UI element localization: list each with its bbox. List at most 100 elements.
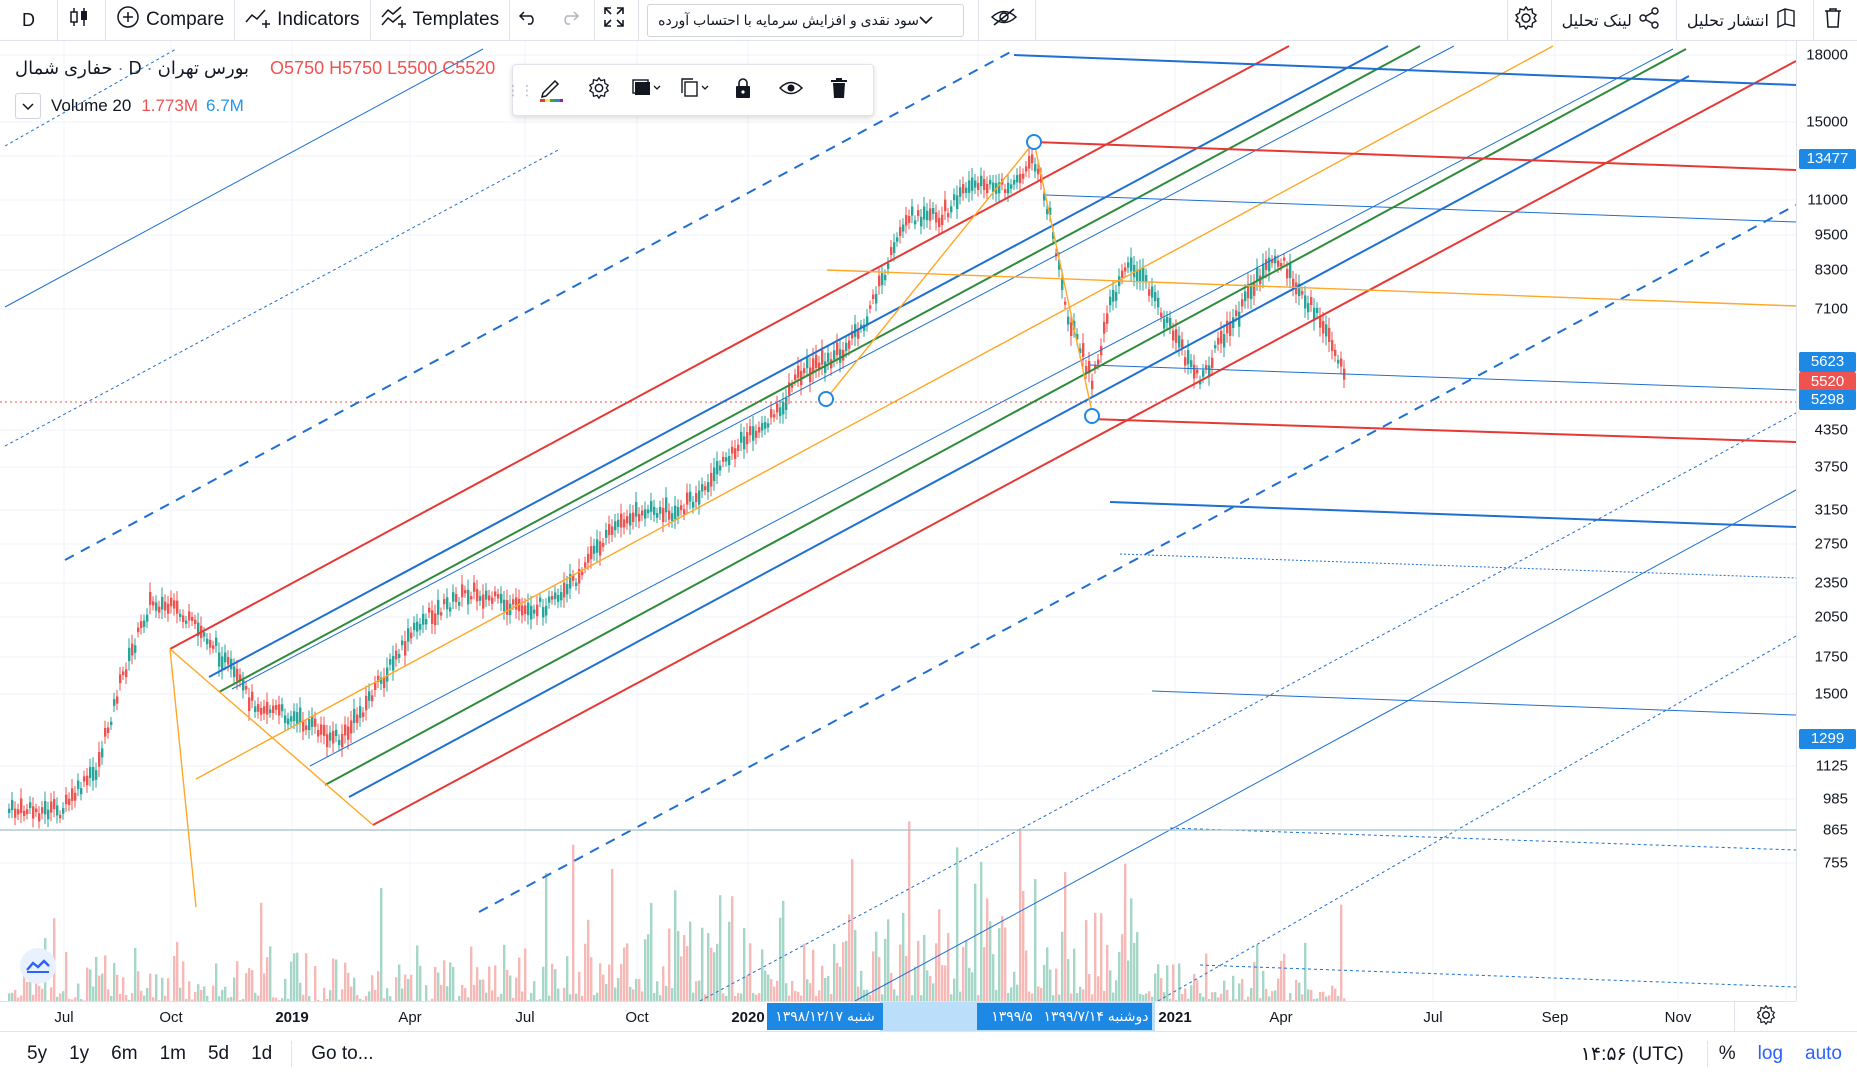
volume-bar: [233, 978, 235, 1001]
anchor-handle-mid[interactable]: [819, 392, 833, 406]
outer-dotted-line-lower[interactable]: [1158, 636, 1796, 1001]
remove-drawing-button[interactable]: [815, 65, 863, 115]
collapse-legend-button[interactable]: [15, 93, 41, 119]
goto-date-button[interactable]: Go to...: [300, 1043, 384, 1065]
dotted-line-mid[interactable]: [5, 149, 560, 446]
dashed-flat-far[interactable]: [1170, 828, 1796, 850]
anchor-handle-bottom[interactable]: [1085, 409, 1099, 423]
blue-channel-lower[interactable]: [349, 76, 1689, 797]
candle-body: [506, 600, 508, 615]
dotted-line-lower[interactable]: [700, 413, 1796, 1001]
auto-scale-toggle[interactable]: auto: [1794, 1043, 1853, 1065]
chart-type-button[interactable]: [58, 0, 106, 41]
delete-all-button[interactable]: [1813, 0, 1857, 41]
candle-body: [632, 513, 634, 522]
orange-handle-line[interactable]: [170, 649, 196, 907]
candle-body: [1019, 174, 1021, 183]
tradingview-logo-icon[interactable]: [20, 948, 56, 984]
volume-bar: [923, 935, 925, 1001]
hide-drawings-button[interactable]: [978, 0, 1036, 41]
dividend-adjust-select[interactable]: سود نقدی و افزایش سرمایه با احتساب آورده: [647, 4, 964, 37]
blue-flat-upper-thin[interactable]: [1046, 195, 1796, 222]
candle-body: [341, 734, 343, 747]
share-link-button[interactable]: لینک تحلیل: [1551, 0, 1676, 41]
drag-handle[interactable]: ⋮⋮: [513, 65, 527, 115]
price-tick-label: 865: [1823, 822, 1848, 839]
range-button-1d[interactable]: 1d: [240, 1043, 283, 1065]
candle-body: [1301, 291, 1303, 294]
candle-body: [263, 706, 265, 713]
candle-body: [347, 727, 349, 740]
pitchfork-drawing[interactable]: [0, 46, 1796, 1001]
candle-body: [1187, 350, 1189, 364]
range-button-1m[interactable]: 1m: [149, 1043, 197, 1065]
anchor-zigzag[interactable]: [826, 142, 1092, 412]
range-button-6m[interactable]: 6m: [100, 1043, 148, 1065]
candle-body: [629, 513, 631, 525]
blue-flat-top[interactable]: [1014, 55, 1796, 85]
chart-drawing[interactable]: [0, 41, 1796, 1001]
blue-flat-bottom[interactable]: [1110, 502, 1796, 527]
red-channel-upper[interactable]: [170, 46, 1289, 649]
candle-body: [71, 788, 73, 800]
outer-blue-line-upper[interactable]: [5, 49, 483, 307]
dashed-channel-lower[interactable]: [479, 205, 1796, 912]
line-color-button[interactable]: [527, 65, 575, 115]
outer-blue-line-lower[interactable]: [855, 490, 1796, 1001]
price-axis[interactable]: 1800015000130001100095008300710043503750…: [1796, 41, 1857, 1001]
candle-body: [623, 519, 625, 527]
settings-button[interactable]: [1507, 0, 1551, 41]
candle-body: [464, 590, 466, 593]
clock-timezone[interactable]: ۱۴:۵۶ (UTC): [1570, 1043, 1695, 1066]
volume-bar: [590, 957, 592, 1001]
symbol-button[interactable]: D: [0, 0, 58, 41]
volume-bar: [1205, 954, 1207, 1001]
templates-button[interactable]: Templates: [371, 0, 511, 41]
green-channel-upper[interactable]: [219, 46, 1420, 692]
blue-flat-lower-thin[interactable]: [1090, 365, 1796, 390]
candle-body: [926, 211, 928, 220]
range-button-5d[interactable]: 5d: [197, 1043, 240, 1065]
candle-body: [638, 514, 640, 522]
log-scale-toggle[interactable]: log: [1747, 1043, 1794, 1065]
publish-button[interactable]: انتشار تحلیل: [1676, 0, 1813, 41]
blue-flat-far[interactable]: [1152, 691, 1796, 715]
time-axis[interactable]: 21NovSepJulApr2021Ju2020OctJulApr2019Oct…: [0, 1001, 1796, 1032]
lock-button[interactable]: [719, 65, 767, 115]
anchor-handle-top[interactable]: [1027, 135, 1041, 149]
volume-bar: [722, 993, 724, 1001]
range-button-1y[interactable]: 1y: [58, 1043, 100, 1065]
symbol-name[interactable]: حفاری شمال: [15, 58, 113, 78]
candle-body: [110, 722, 112, 725]
compare-button[interactable]: Compare: [106, 0, 235, 41]
redo-button[interactable]: [552, 0, 595, 41]
undo-button[interactable]: [510, 0, 552, 41]
clone-dropdown-button[interactable]: [671, 65, 719, 115]
candle-body: [737, 445, 739, 451]
candle-body: [1157, 298, 1159, 307]
volume-bar: [731, 896, 733, 1001]
candle-body: [494, 592, 496, 597]
thin-blue-lower[interactable]: [310, 49, 1673, 766]
visibility-button[interactable]: [767, 65, 815, 115]
percent-scale-toggle[interactable]: %: [1708, 1043, 1747, 1065]
volume-bar: [941, 965, 943, 1001]
time-tick-label: Jul: [54, 1009, 73, 1026]
drawing-settings-button[interactable]: [575, 65, 623, 115]
indicators-button[interactable]: Indicators: [235, 0, 370, 41]
volume-bar: [749, 943, 751, 1001]
dotted-flat-bottom[interactable]: [1120, 554, 1796, 578]
volume-bar: [980, 862, 982, 1001]
range-button-5y[interactable]: 5y: [16, 1043, 58, 1065]
volume-bar: [773, 987, 775, 1001]
chart-canvas[interactable]: [0, 41, 1796, 1001]
template-dropdown-button[interactable]: [623, 65, 671, 115]
volume-bar: [506, 970, 508, 1001]
red-channel-lower[interactable]: [373, 61, 1796, 825]
volume-bar: [377, 971, 379, 1001]
volume-bar: [836, 963, 838, 1001]
dashed-flat-farthest[interactable]: [1200, 965, 1796, 987]
dashed-channel-upper[interactable]: [65, 49, 1016, 560]
chart-settings-button[interactable]: [1734, 1002, 1796, 1032]
fullscreen-button[interactable]: [595, 0, 639, 41]
